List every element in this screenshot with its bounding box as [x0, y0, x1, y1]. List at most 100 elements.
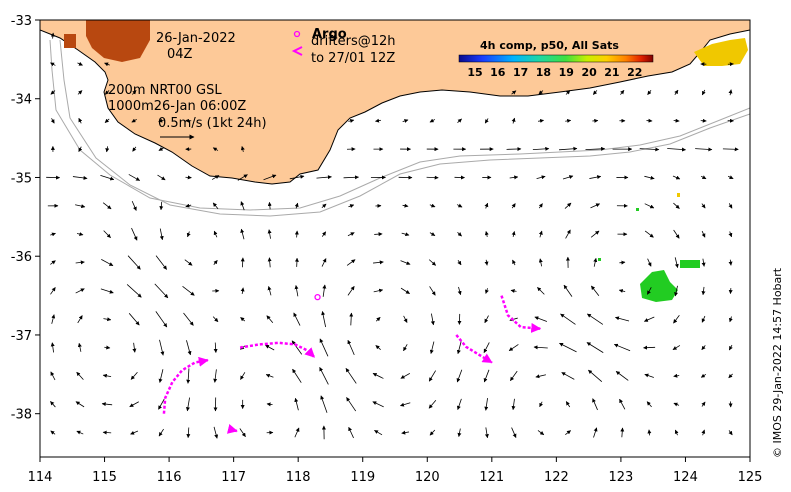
colorbar-ticks: 15 16 17 18 19 20 21 22	[467, 66, 642, 79]
current-vector	[267, 286, 272, 296]
current-vector	[103, 230, 111, 239]
current-vector	[701, 345, 706, 351]
current-vector	[701, 230, 706, 238]
current-vector	[430, 313, 435, 326]
x-axis: 114 115 116 117 118 119 120 121 122 123 124 125	[28, 457, 762, 485]
current-vector	[75, 260, 85, 265]
current-vector	[159, 201, 164, 211]
y-tick-label: -38	[11, 408, 32, 423]
current-vector	[589, 175, 602, 180]
current-vector	[457, 286, 462, 296]
y-tick-label: -37	[11, 329, 32, 344]
current-vector	[401, 232, 410, 237]
current-vector	[565, 430, 571, 435]
x-tick-label: 120	[415, 470, 440, 485]
colorbar-title: 4h comp, p50, All Sats	[480, 39, 619, 52]
current-vector	[240, 372, 246, 380]
current-vector	[78, 117, 83, 124]
current-vector	[50, 287, 56, 295]
current-vector	[620, 89, 625, 95]
current-vector	[319, 338, 329, 357]
current-vector	[343, 175, 360, 180]
current-vector	[267, 257, 272, 268]
current-vector	[400, 402, 411, 407]
current-vector	[509, 175, 519, 180]
current-vector	[673, 373, 680, 378]
current-vector	[132, 90, 137, 95]
argo-legend-label: Argo	[312, 27, 347, 42]
current-vector	[104, 62, 110, 67]
current-vector	[105, 146, 110, 153]
current-vector	[537, 287, 545, 295]
current-vector	[267, 229, 272, 239]
current-vector	[294, 397, 299, 411]
current-vector	[667, 147, 686, 152]
current-vector	[484, 118, 489, 124]
current-vector	[349, 312, 354, 326]
current-vector	[534, 316, 548, 322]
drifter-track	[162, 356, 209, 414]
time-label: 04Z	[167, 47, 193, 62]
current-vector	[619, 398, 626, 410]
current-vector	[50, 232, 56, 237]
current-vector	[213, 369, 218, 383]
current-vector	[639, 147, 660, 152]
current-vector-field	[46, 32, 739, 440]
current-vector	[346, 259, 356, 266]
y-axis: -33 -34 -35 -36 -37 -38	[11, 14, 40, 423]
current-vector	[347, 285, 355, 296]
x-tick-label: 118	[286, 470, 311, 485]
date-label: 26-Jan-2022	[156, 31, 236, 46]
current-vector	[132, 146, 137, 152]
current-vector	[239, 428, 246, 438]
current-vector	[51, 314, 56, 324]
current-vector	[104, 90, 110, 95]
drifter-track	[500, 295, 542, 333]
current-vector	[565, 90, 571, 95]
current-vector	[647, 258, 652, 267]
x-tick-label: 119	[350, 470, 375, 485]
current-vector	[294, 285, 299, 297]
current-vector	[321, 258, 327, 267]
x-tick-label: 124	[673, 470, 698, 485]
current-vector	[483, 342, 490, 354]
current-vector	[672, 345, 681, 351]
current-vector	[213, 426, 219, 439]
current-vector	[728, 430, 733, 436]
current-vector	[76, 430, 84, 435]
current-vector	[403, 315, 408, 323]
current-vector	[728, 316, 733, 323]
current-vector	[294, 202, 299, 209]
current-vector	[701, 258, 706, 267]
current-vector	[511, 117, 516, 124]
current-vector	[100, 174, 115, 181]
current-vector	[372, 401, 384, 408]
y-tick-label: -34	[11, 93, 32, 108]
current-vector	[128, 174, 141, 181]
current-vector	[184, 259, 193, 266]
current-vector	[615, 371, 629, 381]
current-vector	[428, 370, 437, 382]
current-vector	[374, 232, 383, 237]
current-vector	[561, 372, 575, 380]
current-vector	[375, 345, 381, 350]
sst-warm-fragment	[64, 34, 76, 48]
x-tick-label: 114	[28, 470, 53, 485]
current-vector	[104, 345, 111, 350]
current-vector	[564, 202, 572, 209]
sst-yellow-patch	[694, 38, 748, 66]
current-vector	[157, 174, 166, 181]
current-vector	[538, 118, 545, 123]
current-vector	[100, 288, 114, 294]
current-vector	[565, 118, 572, 123]
argo-float-marker	[314, 294, 321, 301]
sst-green-fragment	[680, 260, 700, 268]
current-vector	[592, 90, 598, 95]
current-vector	[590, 230, 600, 238]
current-vector	[348, 204, 355, 208]
current-vector	[102, 373, 112, 378]
current-vector	[154, 283, 169, 299]
current-vector	[673, 315, 680, 324]
current-vector	[186, 427, 191, 439]
current-vector	[291, 340, 303, 355]
